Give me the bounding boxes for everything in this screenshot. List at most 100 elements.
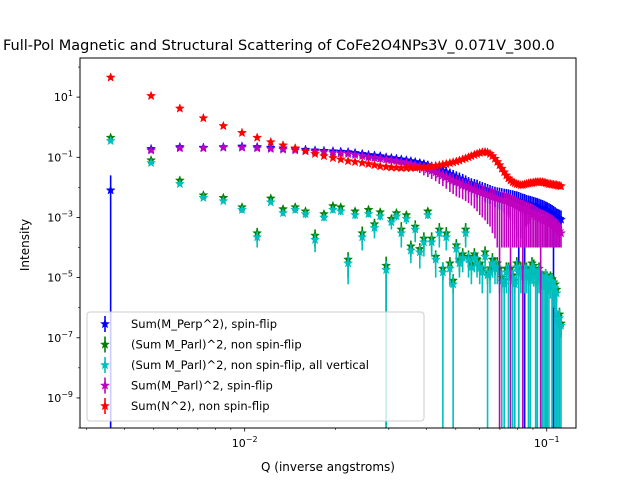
series-2	[105, 135, 567, 428]
data-point	[405, 245, 416, 255]
legend-label: Sum(M_Parl)^2, spin-flip	[131, 379, 273, 393]
data-point	[357, 157, 368, 168]
y-axis-label: Intensity	[18, 219, 32, 271]
y-tick-label: 10−3	[47, 209, 73, 224]
y-tick-label: 10−7	[47, 330, 73, 345]
data-point	[236, 127, 248, 138]
y-tick-label: 10−1	[47, 149, 73, 164]
axes: 10−2 10−1 101 10−1 10−3 10−5 10−7 10−9	[47, 57, 577, 450]
data-point	[396, 227, 407, 238]
data-point	[484, 266, 496, 277]
data-point	[146, 157, 157, 168]
data-point	[480, 251, 491, 261]
data-point	[448, 278, 459, 289]
data-point	[236, 142, 248, 152]
data-point	[492, 261, 503, 272]
data-point	[343, 155, 354, 166]
data-point	[457, 252, 468, 263]
data-point	[437, 266, 448, 277]
data-point	[335, 154, 346, 164]
data-point	[318, 212, 329, 222]
data-point	[375, 161, 386, 171]
data-point	[290, 204, 301, 215]
data-point	[554, 312, 565, 323]
data-point	[218, 142, 229, 152]
data-point	[375, 153, 386, 163]
y-tick-label: 10−9	[47, 390, 73, 405]
data-point	[218, 120, 229, 131]
data-point	[265, 196, 276, 207]
data-point	[363, 158, 374, 169]
data-point	[391, 210, 402, 221]
legend: Sum(M_Perp^2), spin-flip (Sum M_Parl)^2, …	[86, 311, 425, 422]
data-point	[265, 136, 276, 147]
legend-label: Sum(M_Perp^2), spin-flip	[131, 317, 277, 331]
plot-area	[105, 72, 567, 428]
data-point	[335, 205, 346, 216]
data-point	[499, 278, 510, 289]
data-point	[105, 72, 116, 82]
data-point	[410, 224, 421, 234]
data-point	[555, 214, 567, 224]
x-tick-label: 10−1	[534, 435, 560, 450]
data-point	[381, 264, 392, 275]
data-point	[309, 148, 321, 159]
data-point	[174, 178, 185, 189]
data-point	[430, 254, 441, 264]
data-point	[401, 213, 412, 224]
data-point	[343, 257, 354, 268]
legend-label: (Sum M_Parl)^2, non spin-flip, all verti…	[131, 358, 369, 372]
data-point	[381, 154, 392, 164]
data-point	[551, 288, 562, 298]
data-point	[555, 180, 567, 191]
legend-marker	[99, 339, 111, 349]
data-point	[469, 252, 480, 263]
data-point	[290, 142, 301, 153]
data-point	[174, 142, 185, 153]
data-point	[422, 209, 433, 220]
data-point	[357, 231, 368, 242]
data-point	[363, 208, 374, 219]
data-point	[444, 263, 455, 273]
data-point	[369, 159, 380, 170]
data-point	[278, 207, 289, 218]
data-point	[198, 142, 209, 153]
data-point	[460, 227, 471, 238]
data-point	[426, 236, 437, 247]
data-point	[105, 135, 116, 146]
data-point	[252, 231, 263, 242]
data-point	[434, 227, 445, 238]
data-point	[146, 90, 157, 101]
data-point	[146, 145, 157, 155]
data-point	[386, 216, 397, 227]
x-axis-label: Q (inverse angstroms)	[261, 460, 395, 474]
data-point	[278, 144, 289, 154]
legend-box	[86, 311, 425, 422]
data-point	[350, 209, 361, 220]
data-point	[300, 208, 311, 219]
legend-label: (Sum M_Parl)^2, non spin-flip	[131, 338, 302, 352]
y-tick-label: 10−5	[47, 270, 73, 285]
y-tick-label: 101	[54, 89, 73, 104]
data-point	[309, 234, 321, 245]
data-point	[265, 143, 276, 154]
data-point	[300, 145, 311, 156]
axes-frame	[79, 57, 577, 429]
data-point	[252, 142, 263, 153]
legend-label: Sum(N^2), non spin-flip	[131, 399, 270, 413]
series-4	[105, 72, 567, 191]
data-point	[236, 204, 248, 215]
legend-marker	[99, 380, 111, 390]
data-point	[198, 192, 209, 203]
data-point	[555, 320, 567, 331]
data-point	[174, 103, 185, 113]
data-point	[451, 243, 462, 254]
data-point	[528, 264, 539, 275]
data-point	[278, 140, 289, 150]
data-point	[441, 231, 452, 242]
legend-marker	[99, 400, 111, 411]
data-point	[350, 156, 361, 167]
data-point	[318, 150, 329, 161]
data-point	[218, 195, 229, 206]
